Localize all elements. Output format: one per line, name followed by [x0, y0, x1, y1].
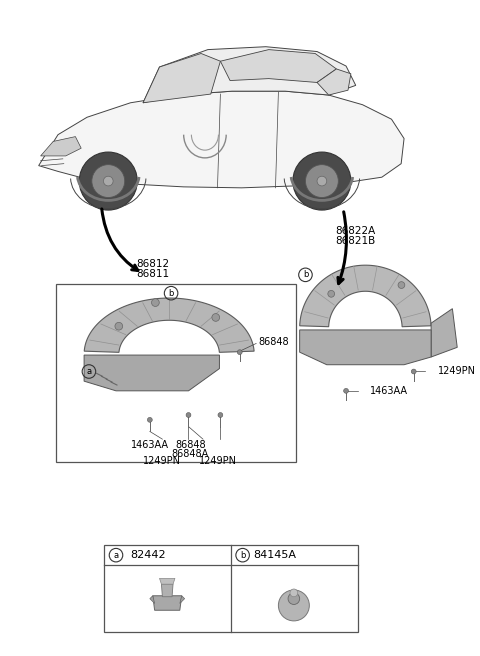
- Text: 86822A: 86822A: [336, 226, 376, 236]
- Polygon shape: [41, 136, 81, 156]
- Circle shape: [293, 152, 351, 210]
- Polygon shape: [300, 330, 431, 365]
- Circle shape: [92, 165, 125, 197]
- Circle shape: [290, 589, 298, 597]
- Text: 82442: 82442: [130, 550, 166, 560]
- Text: 1249PN: 1249PN: [144, 457, 181, 466]
- Text: 86848A: 86848A: [172, 449, 209, 459]
- Text: b: b: [303, 270, 308, 279]
- Text: 84145A: 84145A: [253, 550, 296, 560]
- Polygon shape: [300, 265, 431, 327]
- Polygon shape: [84, 298, 254, 352]
- Circle shape: [344, 388, 348, 393]
- Polygon shape: [431, 309, 457, 357]
- Circle shape: [278, 590, 309, 621]
- Circle shape: [288, 593, 300, 604]
- Polygon shape: [220, 50, 336, 83]
- Circle shape: [398, 281, 405, 289]
- Polygon shape: [161, 584, 173, 597]
- Circle shape: [411, 369, 416, 374]
- Circle shape: [115, 322, 123, 330]
- Bar: [104, 546, 358, 632]
- Circle shape: [237, 350, 242, 355]
- Text: 1463AA: 1463AA: [131, 440, 169, 450]
- Text: a: a: [86, 367, 92, 376]
- Polygon shape: [153, 596, 182, 610]
- Circle shape: [147, 417, 152, 422]
- Bar: [56, 283, 296, 462]
- Circle shape: [305, 165, 338, 197]
- Circle shape: [218, 413, 223, 417]
- Text: 86811: 86811: [136, 269, 169, 279]
- Polygon shape: [150, 596, 155, 604]
- Circle shape: [103, 176, 113, 186]
- Polygon shape: [180, 596, 185, 604]
- Text: 1249PN: 1249PN: [199, 457, 237, 466]
- Text: b: b: [240, 550, 245, 560]
- Circle shape: [152, 298, 159, 306]
- Text: b: b: [168, 289, 174, 298]
- Polygon shape: [143, 47, 356, 103]
- Circle shape: [212, 314, 220, 321]
- Polygon shape: [39, 91, 404, 188]
- Text: 86848: 86848: [258, 337, 288, 348]
- Text: 86848: 86848: [175, 440, 206, 450]
- Text: 86812: 86812: [136, 259, 169, 269]
- Circle shape: [328, 291, 335, 297]
- Circle shape: [186, 413, 191, 417]
- Text: 1463AA: 1463AA: [370, 386, 408, 396]
- Polygon shape: [317, 69, 351, 95]
- Polygon shape: [143, 54, 220, 103]
- Circle shape: [79, 152, 137, 210]
- Polygon shape: [84, 355, 219, 391]
- Circle shape: [317, 176, 327, 186]
- Text: 1249PN: 1249PN: [438, 367, 476, 377]
- Text: a: a: [113, 550, 119, 560]
- Text: 86821B: 86821B: [336, 236, 376, 246]
- Polygon shape: [159, 579, 175, 584]
